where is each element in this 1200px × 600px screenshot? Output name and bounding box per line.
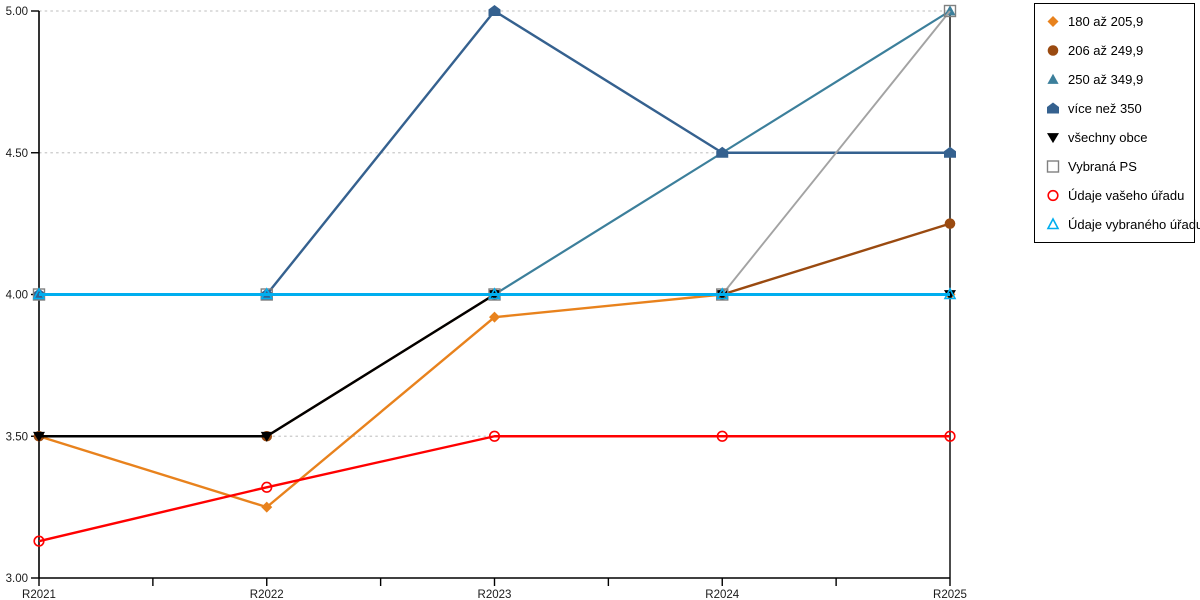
circle-icon — [1047, 45, 1059, 57]
legend-label: Vybraná PS — [1068, 158, 1137, 174]
series-6 — [33, 430, 956, 547]
data-point-marker — [261, 481, 273, 493]
data-point-marker — [489, 311, 500, 323]
data-point-marker — [944, 146, 956, 158]
series-line-3 — [39, 9, 950, 296]
data-point-marker — [944, 218, 956, 229]
legend-label: 250 až 349,9 — [1068, 72, 1144, 88]
legend-item-6: Údaje vašeho úřadu — [1045, 182, 1194, 208]
triangle-up-icon — [1047, 73, 1059, 85]
y-tick-label: 5.00 — [6, 6, 28, 18]
legend-label: 180 až 205,9 — [1068, 14, 1144, 30]
series-line-0 — [38, 293, 950, 509]
data-point-marker — [944, 5, 956, 16]
y-tick-label: 3.00 — [6, 573, 28, 585]
legend-item-3: více než 350 — [1045, 96, 1194, 122]
series-7 — [32, 287, 957, 300]
legend-label: 206 až 249,9 — [1068, 43, 1144, 59]
line-chart-plot-area: 3.00 3.50 4.00 4.50 5.00 R2021 R2022 R2023 R2024… — [6, 4, 967, 600]
legend-box: 180 až 205,9 206 až 249,9 250 až 349,9 více… — [1034, 3, 1200, 243]
data-point-marker — [33, 535, 45, 547]
data-point-marker — [260, 287, 274, 300]
data-point-marker — [943, 287, 957, 300]
legend-item-1: 206 až 249,9 — [1045, 38, 1194, 64]
data-point-marker — [488, 287, 501, 300]
legend-item-4: všechny obce — [1045, 124, 1194, 150]
data-point-marker — [261, 501, 273, 513]
y-tick-label: 4.50 — [6, 148, 28, 160]
circle-open-icon — [1047, 189, 1059, 201]
y-tick-label: 3.50 — [6, 431, 28, 443]
triangle-open-icon — [1046, 216, 1060, 229]
data-point-marker — [488, 5, 501, 16]
data-point-marker — [943, 4, 957, 18]
x-tick-label: R2025 — [933, 589, 967, 600]
data-point-marker — [944, 430, 956, 442]
gridlines — [39, 10, 950, 437]
series-line-6 — [38, 435, 950, 543]
data-point-marker — [716, 430, 728, 442]
legend-item-5: Vybraná PS — [1045, 153, 1194, 179]
data-point-marker — [32, 287, 46, 300]
series-1 — [33, 218, 956, 442]
legend-label: více než 350 — [1068, 101, 1142, 116]
x-tick-label: R2021 — [22, 589, 56, 600]
series-line-1 — [39, 222, 951, 438]
data-point-marker — [488, 430, 501, 442]
y-tick-label: 4.00 — [6, 290, 28, 302]
data-point-marker — [33, 431, 45, 442]
x-tick-label: R2022 — [250, 589, 284, 600]
square-open-icon — [1046, 160, 1060, 173]
data-point-marker — [260, 431, 273, 442]
x-tick-label: R2023 — [478, 589, 512, 600]
legend-item-0: 180 až 205,9 — [1045, 9, 1194, 35]
legend-item-7: Údaje vybraného úřadu — [1045, 211, 1200, 237]
legend-item-2: 250 až 349,9 — [1045, 67, 1194, 93]
series-0 — [33, 289, 956, 513]
x-tick-label: R2024 — [705, 589, 739, 600]
legend-label: Údaje vašeho úřadu — [1068, 187, 1185, 203]
diamond-icon — [1047, 16, 1059, 28]
data-point-marker — [715, 287, 729, 300]
legend-label: všechny obce — [1068, 129, 1148, 145]
axes: 3.00 3.50 4.00 4.50 5.00 R2021 R2022 R2023 R2024… — [6, 6, 967, 600]
legend-label: Údaje vybraného úřadu — [1068, 216, 1200, 232]
pentagon-icon — [1047, 102, 1059, 114]
triangle-down-icon — [1047, 132, 1059, 143]
data-point-marker — [716, 146, 729, 158]
